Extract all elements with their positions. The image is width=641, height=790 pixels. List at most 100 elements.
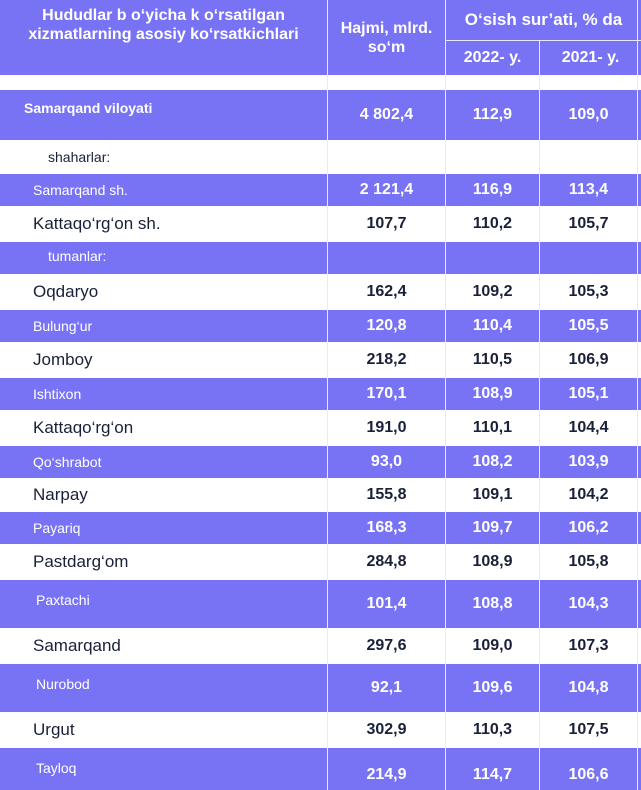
row-volume: 297,6 bbox=[366, 637, 407, 654]
row-2022: 112,9 bbox=[472, 106, 513, 123]
row-2022: 108,9 bbox=[472, 553, 513, 570]
row-2021: 109,0 bbox=[568, 106, 609, 123]
header-year-2022-label: 2022- y. bbox=[463, 49, 522, 66]
row-volume: 191,0 bbox=[366, 419, 407, 436]
table-row: Payariq 168,3 109,7 106,2 bbox=[0, 512, 641, 544]
row-name: Pastdarg‘om bbox=[33, 552, 129, 571]
row-name: tumanlar: bbox=[48, 248, 107, 264]
row-volume: 4 802,4 bbox=[359, 106, 414, 123]
table-row: shaharlar: bbox=[0, 140, 641, 174]
row-volume: 218,2 bbox=[366, 351, 407, 368]
row-2022: 108,8 bbox=[472, 595, 513, 612]
row-2021: 104,3 bbox=[568, 595, 609, 612]
header-year-2022: 2022- y. bbox=[446, 41, 539, 75]
header-regions-label: Hududlar b o‘yicha k o‘rsatilgan xizmatl… bbox=[28, 7, 299, 43]
row-name: shaharlar: bbox=[48, 149, 111, 165]
header-divider bbox=[446, 40, 641, 41]
row-2022: 109,6 bbox=[472, 679, 513, 696]
header-volume: Hajmi, mlrd. so‘m bbox=[328, 0, 445, 75]
row-2021: 104,8 bbox=[568, 679, 609, 696]
row-name: Payariq bbox=[33, 520, 81, 536]
table-row: Kattaqo‘rg‘on 191,0 110,1 104,4 bbox=[0, 410, 641, 446]
row-2021: 105,7 bbox=[568, 215, 609, 232]
table-row: Narpay 155,8 109,1 104,2 bbox=[0, 478, 641, 512]
row-name: Bulung‘ur bbox=[33, 318, 93, 334]
header-growth-label: O‘sish sur’ati, % da bbox=[464, 10, 623, 29]
row-name: Tayloq bbox=[36, 760, 77, 776]
row-2022: 110,3 bbox=[472, 721, 513, 738]
row-2022: 110,2 bbox=[472, 215, 513, 232]
row-volume: 120,8 bbox=[366, 317, 407, 334]
table-row: Nurobod 92,1 109,6 104,8 bbox=[0, 664, 641, 712]
row-2022: 109,7 bbox=[472, 519, 513, 536]
row-2022: 109,2 bbox=[472, 283, 513, 300]
table-row: Jomboy 218,2 110,5 106,9 bbox=[0, 342, 641, 378]
row-volume: 162,4 bbox=[366, 283, 407, 300]
row-name: Jomboy bbox=[33, 350, 93, 369]
row-name: Paxtachi bbox=[36, 592, 90, 608]
header-volume-label: Hajmi, mlrd. so‘m bbox=[340, 19, 433, 56]
header-year-2021-label: 2021- y. bbox=[561, 49, 620, 66]
row-2021: 104,2 bbox=[568, 486, 609, 503]
row-volume: 214,9 bbox=[366, 766, 407, 783]
row-volume: 170,1 bbox=[366, 385, 407, 402]
table-row: tumanlar: bbox=[0, 242, 641, 274]
row-2021: 103,9 bbox=[568, 453, 609, 470]
row-2021: 104,4 bbox=[568, 419, 609, 436]
header-growth: O‘sish sur’ati, % da bbox=[446, 0, 641, 40]
row-volume: 2 121,4 bbox=[359, 181, 414, 198]
row-2022: 108,9 bbox=[472, 385, 513, 402]
row-name: Samarqand bbox=[33, 636, 121, 655]
header-regions: Hududlar b o‘yicha k o‘rsatilgan xizmatl… bbox=[0, 0, 327, 75]
table-row: Samarqand 297,6 109,0 107,3 bbox=[0, 628, 641, 664]
row-name: Samarqand viloyati bbox=[24, 100, 153, 116]
row-name: Nurobod bbox=[36, 676, 90, 692]
table-row: Paxtachi 101,4 108,8 104,3 bbox=[0, 580, 641, 628]
row-volume: 107,7 bbox=[366, 215, 407, 232]
row-volume: 92,1 bbox=[370, 679, 403, 696]
table-row: Tayloq 214,9 114,7 106,6 bbox=[0, 748, 641, 790]
row-2021: 105,1 bbox=[568, 385, 609, 402]
row-2022: 108,2 bbox=[472, 453, 513, 470]
column-divider bbox=[539, 40, 540, 790]
row-2021: 105,5 bbox=[568, 317, 609, 334]
row-2022: 110,5 bbox=[472, 351, 513, 368]
table-row: Bulung‘ur 120,8 110,4 105,5 bbox=[0, 310, 641, 342]
header-year-2021: 2021- y. bbox=[540, 41, 641, 75]
row-2021: 113,4 bbox=[568, 181, 609, 198]
row-2021: 107,3 bbox=[568, 637, 609, 654]
row-2022: 109,1 bbox=[472, 486, 513, 503]
row-name: Kattaqo‘rg‘on sh. bbox=[33, 214, 161, 233]
table-row: Samarqand viloyati 4 802,4 112,9 109,0 bbox=[0, 90, 641, 140]
row-volume: 155,8 bbox=[366, 486, 407, 503]
row-2022: 110,4 bbox=[472, 317, 513, 334]
row-name: Oqdaryo bbox=[33, 282, 99, 301]
row-2021: 106,2 bbox=[568, 519, 609, 536]
row-name: Kattaqo‘rg‘on bbox=[33, 418, 134, 437]
row-volume: 168,3 bbox=[366, 519, 407, 536]
column-divider bbox=[637, 0, 638, 790]
row-2022: 114,7 bbox=[472, 766, 513, 783]
table-row: Pastdarg‘om 284,8 108,9 105,8 bbox=[0, 544, 641, 580]
row-2022: 116,9 bbox=[472, 181, 513, 198]
row-name: Samarqand sh. bbox=[33, 182, 128, 198]
row-2021: 106,6 bbox=[568, 766, 609, 783]
table-row: Urgut 302,9 110,3 107,5 bbox=[0, 712, 641, 748]
row-2022: 110,1 bbox=[472, 419, 513, 436]
row-volume: 101,4 bbox=[366, 595, 407, 612]
row-volume: 93,0 bbox=[370, 453, 403, 470]
row-2021: 105,8 bbox=[568, 553, 609, 570]
table-row: Oqdaryo 162,4 109,2 105,3 bbox=[0, 274, 641, 310]
row-2021: 105,3 bbox=[568, 283, 609, 300]
table-row: Samarqand sh. 2 121,4 116,9 113,4 bbox=[0, 174, 641, 206]
row-name: Urgut bbox=[33, 720, 75, 739]
column-divider bbox=[445, 0, 446, 790]
row-2022: 109,0 bbox=[472, 637, 513, 654]
row-2021: 107,5 bbox=[568, 721, 609, 738]
column-divider bbox=[327, 0, 328, 790]
table-row: Ishtixon 170,1 108,9 105,1 bbox=[0, 378, 641, 410]
table-row: Kattaqo‘rg‘on sh. 107,7 110,2 105,7 bbox=[0, 206, 641, 242]
row-name: Narpay bbox=[33, 485, 88, 504]
row-volume: 284,8 bbox=[366, 553, 407, 570]
